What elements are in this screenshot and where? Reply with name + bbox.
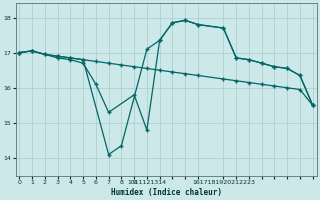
X-axis label: Humidex (Indice chaleur): Humidex (Indice chaleur) — [110, 188, 221, 197]
